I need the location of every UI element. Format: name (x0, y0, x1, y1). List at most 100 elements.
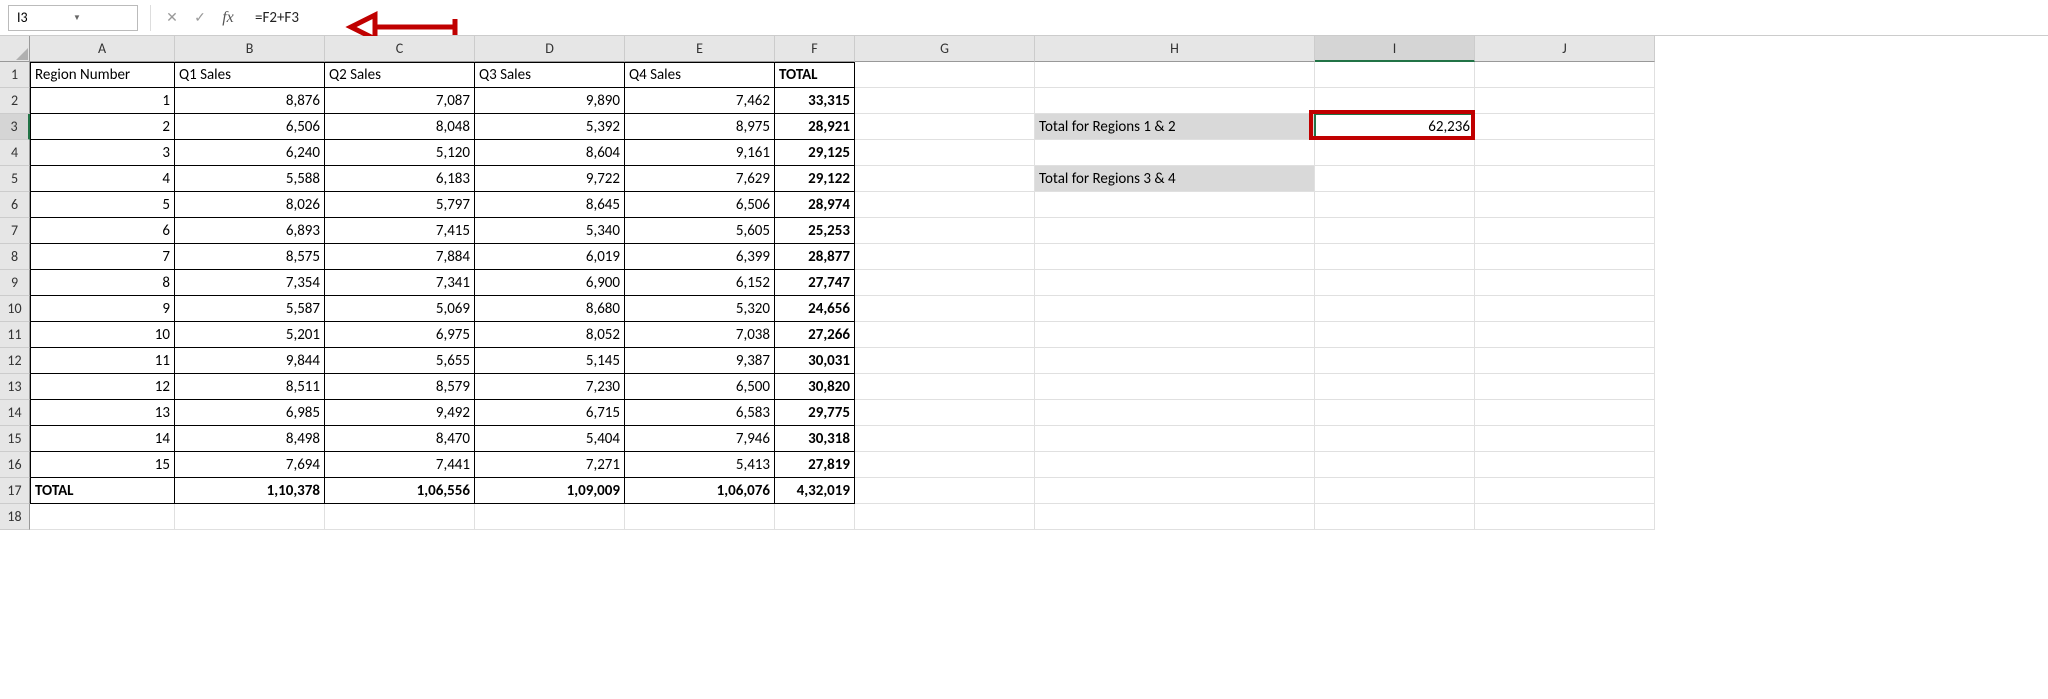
enter-icon[interactable]: ✓ (189, 7, 211, 29)
cell-E5[interactable]: 7,629 (625, 166, 775, 192)
cell-C5[interactable]: 6,183 (325, 166, 475, 192)
cell-G17[interactable] (855, 478, 1035, 504)
cell-H12[interactable] (1035, 348, 1315, 374)
cell-I8[interactable] (1315, 244, 1475, 270)
cell-D7[interactable]: 5,340 (475, 218, 625, 244)
cell-H10[interactable] (1035, 296, 1315, 322)
cell-D14[interactable]: 6,715 (475, 400, 625, 426)
cell-F5[interactable]: 29,122 (775, 166, 855, 192)
column-header-I[interactable]: I (1315, 36, 1475, 62)
cell-A11[interactable]: 10 (30, 322, 175, 348)
cell-B11[interactable]: 5,201 (175, 322, 325, 348)
cell-J3[interactable] (1475, 114, 1655, 140)
cell-C9[interactable]: 7,341 (325, 270, 475, 296)
cell-J1[interactable] (1475, 62, 1655, 88)
cell-I2[interactable] (1315, 88, 1475, 114)
cell-I11[interactable] (1315, 322, 1475, 348)
cell-C15[interactable]: 8,470 (325, 426, 475, 452)
cell-D3[interactable]: 5,392 (475, 114, 625, 140)
cell-A8[interactable]: 7 (30, 244, 175, 270)
cell-F1[interactable]: TOTAL (775, 62, 855, 88)
cell-J17[interactable] (1475, 478, 1655, 504)
cell-G6[interactable] (855, 192, 1035, 218)
cell-G18[interactable] (855, 504, 1035, 530)
cell-B16[interactable]: 7,694 (175, 452, 325, 478)
row-header[interactable]: 4 (0, 140, 30, 166)
cell-F2[interactable]: 33,315 (775, 88, 855, 114)
cell-I18[interactable] (1315, 504, 1475, 530)
cell-B7[interactable]: 6,893 (175, 218, 325, 244)
cell-B3[interactable]: 6,506 (175, 114, 325, 140)
row-header[interactable]: 1 (0, 62, 30, 88)
cell-J2[interactable] (1475, 88, 1655, 114)
cell-G5[interactable] (855, 166, 1035, 192)
column-header-H[interactable]: H (1035, 36, 1315, 62)
cell-A15[interactable]: 14 (30, 426, 175, 452)
row-header[interactable]: 5 (0, 166, 30, 192)
cell-J15[interactable] (1475, 426, 1655, 452)
cell-G14[interactable] (855, 400, 1035, 426)
cell-C11[interactable]: 6,975 (325, 322, 475, 348)
row-header[interactable]: 3 (0, 114, 30, 140)
cell-C2[interactable]: 7,087 (325, 88, 475, 114)
cell-J16[interactable] (1475, 452, 1655, 478)
cell-I7[interactable] (1315, 218, 1475, 244)
cell-A18[interactable] (30, 504, 175, 530)
cell-D9[interactable]: 6,900 (475, 270, 625, 296)
cell-E1[interactable]: Q4 Sales (625, 62, 775, 88)
cell-I13[interactable] (1315, 374, 1475, 400)
cell-D13[interactable]: 7,230 (475, 374, 625, 400)
grid[interactable]: ABCDEFGHIJ Region NumberQ1 SalesQ2 Sales… (30, 36, 2048, 530)
cell-E9[interactable]: 6,152 (625, 270, 775, 296)
cell-H3[interactable]: Total for Regions 1 & 2 (1035, 114, 1315, 140)
cell-F18[interactable] (775, 504, 855, 530)
cell-D11[interactable]: 8,052 (475, 322, 625, 348)
cell-C6[interactable]: 5,797 (325, 192, 475, 218)
cell-I16[interactable] (1315, 452, 1475, 478)
column-header-F[interactable]: F (775, 36, 855, 62)
cell-A5[interactable]: 4 (30, 166, 175, 192)
cell-E7[interactable]: 5,605 (625, 218, 775, 244)
cell-F12[interactable]: 30,031 (775, 348, 855, 374)
cell-C16[interactable]: 7,441 (325, 452, 475, 478)
row-header[interactable]: 14 (0, 400, 30, 426)
cell-F8[interactable]: 28,877 (775, 244, 855, 270)
cell-I17[interactable] (1315, 478, 1475, 504)
cell-G3[interactable] (855, 114, 1035, 140)
cell-H6[interactable] (1035, 192, 1315, 218)
cell-H14[interactable] (1035, 400, 1315, 426)
cell-B1[interactable]: Q1 Sales (175, 62, 325, 88)
cell-H15[interactable] (1035, 426, 1315, 452)
cell-I5[interactable] (1315, 166, 1475, 192)
cell-G11[interactable] (855, 322, 1035, 348)
cell-B4[interactable]: 6,240 (175, 140, 325, 166)
cell-J6[interactable] (1475, 192, 1655, 218)
formula-input[interactable]: =F2+F3 (245, 9, 2048, 27)
cell-A10[interactable]: 9 (30, 296, 175, 322)
cell-I3[interactable]: 62,236 (1315, 114, 1475, 140)
row-header[interactable]: 17 (0, 478, 30, 504)
cell-I15[interactable] (1315, 426, 1475, 452)
cell-E10[interactable]: 5,320 (625, 296, 775, 322)
cell-J5[interactable] (1475, 166, 1655, 192)
cell-H8[interactable] (1035, 244, 1315, 270)
row-header[interactable]: 18 (0, 504, 30, 530)
column-header-E[interactable]: E (625, 36, 775, 62)
cell-H16[interactable] (1035, 452, 1315, 478)
row-header[interactable]: 15 (0, 426, 30, 452)
spreadsheet[interactable]: 123456789101112131415161718 ABCDEFGHIJ R… (0, 36, 2048, 530)
cell-H9[interactable] (1035, 270, 1315, 296)
cancel-icon[interactable]: ✕ (161, 7, 183, 29)
cell-I9[interactable] (1315, 270, 1475, 296)
row-header[interactable]: 7 (0, 218, 30, 244)
cell-D17[interactable]: 1,09,009 (475, 478, 625, 504)
cell-G10[interactable] (855, 296, 1035, 322)
cell-C3[interactable]: 8,048 (325, 114, 475, 140)
cell-E2[interactable]: 7,462 (625, 88, 775, 114)
cell-A7[interactable]: 6 (30, 218, 175, 244)
cell-F13[interactable]: 30,820 (775, 374, 855, 400)
cell-E15[interactable]: 7,946 (625, 426, 775, 452)
cell-E6[interactable]: 6,506 (625, 192, 775, 218)
cell-J14[interactable] (1475, 400, 1655, 426)
cell-B8[interactable]: 8,575 (175, 244, 325, 270)
